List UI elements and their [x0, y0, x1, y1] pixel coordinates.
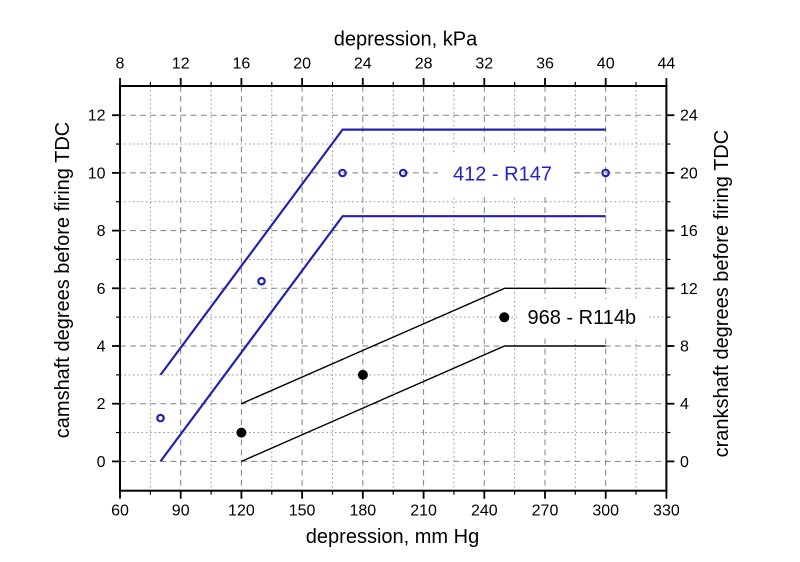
svg-text:20: 20: [293, 56, 311, 73]
svg-text:12: 12: [172, 56, 190, 73]
svg-text:4: 4: [680, 396, 689, 413]
svg-text:8: 8: [116, 56, 125, 73]
svg-text:36: 36: [536, 56, 554, 73]
svg-text:0: 0: [680, 454, 689, 471]
svg-text:270: 270: [532, 503, 559, 520]
svg-text:150: 150: [289, 503, 316, 520]
svg-text:depression, kPa: depression, kPa: [334, 29, 478, 51]
svg-text:crankshaft degrees before firi: crankshaft degrees before firing TDC: [711, 130, 733, 458]
svg-text:20: 20: [680, 165, 698, 182]
svg-text:0: 0: [97, 454, 106, 471]
svg-text:44: 44: [658, 56, 676, 73]
svg-text:240: 240: [471, 503, 498, 520]
svg-text:16: 16: [680, 223, 698, 240]
svg-text:40: 40: [597, 56, 615, 73]
svg-text:16: 16: [233, 56, 251, 73]
svg-text:camshaft degrees before firing: camshaft degrees before firing TDC: [52, 122, 74, 438]
svg-text:24: 24: [680, 108, 698, 125]
svg-text:8: 8: [97, 223, 106, 240]
svg-text:210: 210: [410, 503, 437, 520]
svg-text:60: 60: [111, 503, 129, 520]
svg-text:412 - R147: 412 - R147: [453, 164, 552, 186]
svg-text:28: 28: [415, 56, 433, 73]
svg-text:8: 8: [680, 339, 689, 356]
svg-text:4: 4: [97, 339, 106, 356]
svg-text:24: 24: [354, 56, 372, 73]
svg-text:300: 300: [592, 503, 619, 520]
svg-text:12: 12: [680, 281, 698, 298]
svg-text:968 - R114b: 968 - R114b: [528, 307, 637, 329]
svg-text:10: 10: [88, 165, 106, 182]
svg-text:90: 90: [172, 503, 190, 520]
svg-text:6: 6: [97, 281, 106, 298]
svg-text:32: 32: [475, 56, 493, 73]
svg-text:12: 12: [88, 108, 106, 125]
svg-text:330: 330: [653, 503, 680, 520]
svg-text:180: 180: [349, 503, 376, 520]
svg-text:2: 2: [97, 396, 106, 413]
svg-text:120: 120: [228, 503, 255, 520]
svg-text:depression, mm Hg: depression, mm Hg: [306, 526, 479, 548]
